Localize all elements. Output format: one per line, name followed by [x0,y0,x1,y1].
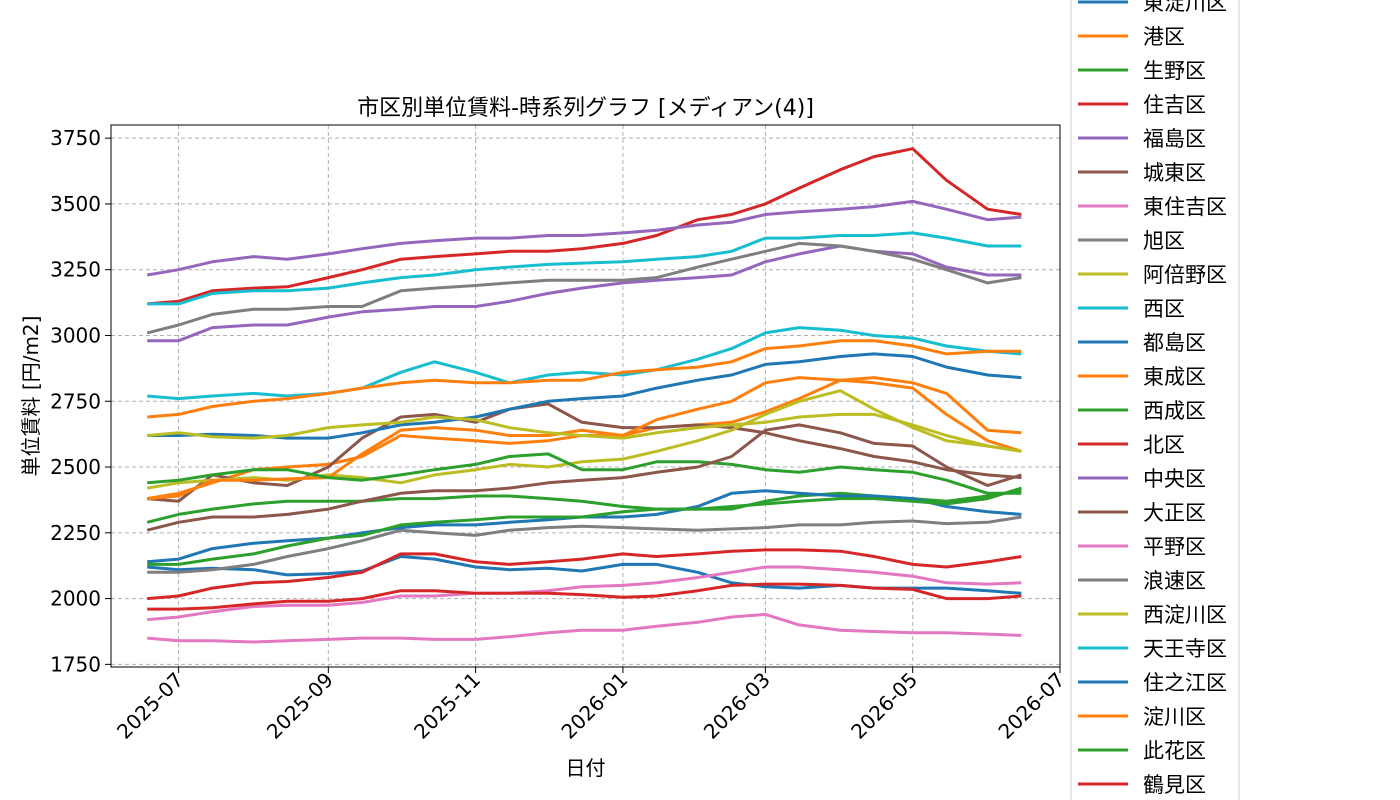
series-line [147,548,1022,601]
series-line [147,565,1022,622]
x-axis-label: 日付 [566,756,606,780]
series-line [147,147,1022,306]
legend-label: 西成区 [1143,399,1206,423]
legend-label: 住之江区 [1143,671,1227,695]
series-line [146,389,1022,490]
legend-label: 城東区 [1143,161,1206,185]
series-line [146,423,1022,532]
legend: 東淀川区港区生野区住吉区福島区城東区東住吉区旭区阿倍野区西区都島区東成区西成区北… [1070,0,1240,800]
legend-label: 都島区 [1143,331,1206,355]
x-tick-label: 2026-03 [699,668,775,744]
series-line [146,241,1022,335]
y-tick-label: 1750 [50,652,101,676]
legend-label: 天王寺区 [1143,637,1227,661]
series-line [147,486,1022,566]
y-tick-label: 2500 [50,455,101,479]
y-axis: 1750 2000 2250 2500 2750 3000 3250 3500 3750 [50,126,111,676]
x-axis: 2025-07 2025-09 2025-11 2026-01 2026-03 2026-… [112,667,1070,744]
series-line [147,352,1022,440]
legend-label: 阿倍野区 [1143,263,1227,287]
series-line [147,452,1022,495]
chart-title: 市区別単位賃料-時系列グラフ [メディアン(4)] [357,96,814,121]
y-tick-label: 3500 [50,192,101,216]
legend-label: 淀川区 [1143,705,1206,729]
y-tick-label: 3000 [50,323,101,347]
legend-label: 北区 [1143,433,1185,457]
series-line [147,326,1022,401]
x-tick-label: 2025-07 [112,668,188,744]
y-tick-label: 2250 [50,521,101,545]
x-tick-label: 2025-11 [409,668,485,744]
legend-label: 此花区 [1143,739,1206,763]
series-line [147,412,1022,453]
y-tick-label: 3250 [50,258,101,282]
legend-label: 福島区 [1143,127,1206,151]
x-tick-label: 2026-07 [993,668,1069,744]
series-line [147,612,1022,644]
series-line [147,582,1022,611]
series-line [147,231,1022,306]
legend-label: 生野区 [1143,59,1206,83]
series-line [147,339,1022,419]
x-tick-label: 2026-05 [846,668,922,744]
legend-label: 東成区 [1143,365,1206,389]
legend-label: 住吉区 [1143,93,1206,117]
legend-frame [1070,0,1240,800]
series-line [147,515,1022,574]
y-tick-label: 3750 [50,126,101,150]
legend-label: 東淀川区 [1143,0,1227,15]
x-tick-label: 2025-09 [262,668,338,744]
legend-label: 港区 [1143,25,1185,49]
legend-label: 鶴見区 [1143,773,1206,797]
y-tick-label: 2000 [50,587,101,611]
series-line [147,402,1022,503]
legend-label: 大正区 [1143,501,1206,525]
legend-label: 西区 [1143,297,1185,321]
legend-label: 中央区 [1143,467,1206,491]
y-axis-label: 単位賃料 [円/m2] [19,316,43,477]
plot-area-frame [110,124,1061,668]
series-line [147,376,1022,501]
legend-label: 東住吉区 [1143,195,1227,219]
series-line [146,199,1022,277]
legend-label: 平野区 [1143,535,1206,559]
series-lines [146,147,1022,644]
legend-label: 西淀川区 [1143,603,1227,627]
legend-label: 旭区 [1143,229,1185,253]
y-tick-label: 2750 [50,389,101,413]
series-line [147,244,1022,343]
x-tick-label: 2026-01 [556,668,632,744]
legend-label: 浪速区 [1143,569,1206,593]
